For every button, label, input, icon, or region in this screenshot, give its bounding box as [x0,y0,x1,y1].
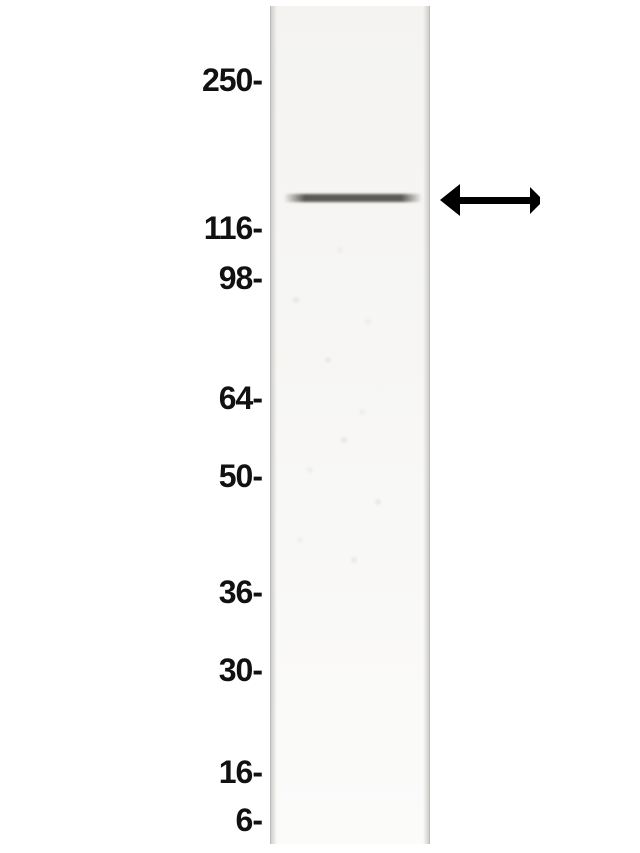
noise-speck [308,468,312,472]
noise-speck [342,438,346,442]
noise-speck [366,320,370,324]
arrow-shaft [454,197,540,204]
noise-speck [338,248,342,252]
noise-speck [376,500,380,504]
western-blot-figure: 250-116-98-64-50-36-30-16-6- [0,0,640,853]
noise-speck [352,558,356,562]
band-arrow [0,0,640,853]
noise-speck [326,358,330,362]
noise-speck [298,538,302,542]
arrow-tail-top [530,187,540,197]
arrow-head-icon [440,184,460,216]
arrow-tail-bottom [530,204,540,214]
noise-speck [360,410,364,414]
noise-speck [294,298,298,302]
